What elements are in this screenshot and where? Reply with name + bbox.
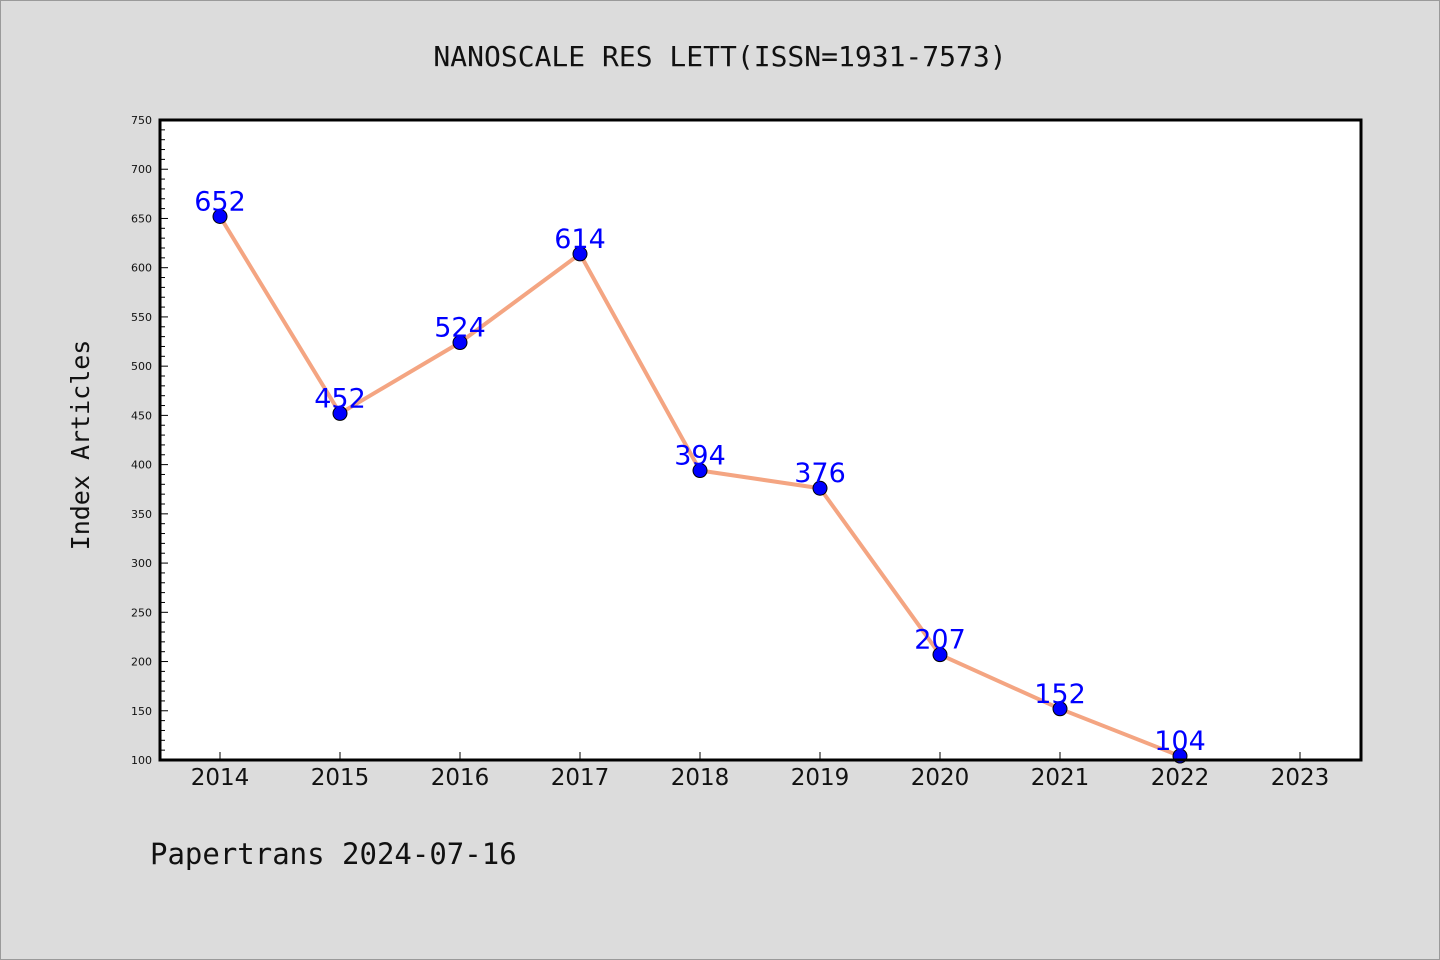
data-label: 394 (674, 441, 726, 472)
data-point (212, 208, 228, 224)
y-tick-label: 600 (131, 262, 152, 275)
data-label: 452 (314, 383, 366, 414)
data-point (1052, 701, 1068, 717)
y-tick-label: 100 (131, 754, 152, 767)
y-tick-label: 650 (131, 212, 152, 225)
data-label: 104 (1154, 726, 1206, 757)
y-tick-label: 350 (131, 508, 152, 521)
data-label: 652 (194, 186, 246, 217)
data-label: 614 (554, 224, 606, 255)
footer-text: Papertrans 2024-07-16 (150, 837, 517, 871)
x-tick-label: 2018 (671, 765, 730, 791)
y-tick-label: 250 (131, 606, 152, 619)
x-tick-label: 2022 (1151, 765, 1210, 791)
data-label: 207 (914, 625, 966, 656)
y-tick-label: 750 (131, 114, 152, 127)
series-markers (212, 208, 1188, 764)
x-tick-label: 2017 (551, 765, 610, 791)
x-tick-label: 2015 (311, 765, 370, 791)
data-point (812, 480, 828, 496)
data-point (692, 463, 708, 479)
x-tick-label: 2021 (1031, 765, 1090, 791)
data-point (332, 405, 348, 421)
data-point (572, 246, 588, 262)
y-tick-label: 300 (131, 557, 152, 570)
data-label: 152 (1034, 679, 1086, 710)
y-tick-label: 450 (131, 409, 152, 422)
data-labels: 652 452 524 614 394 376 207 152 104 (194, 186, 1206, 757)
x-axis: 2014 2015 2016 2017 2018 2019 2020 2021 2022 2023 (191, 752, 1330, 791)
y-axis-label: Index Articles (66, 340, 95, 551)
data-point (932, 647, 948, 663)
plot-area (160, 120, 1361, 760)
y-axis: 100 150 200 250 300 350 400 450 500 550 600 650 700 7… (131, 114, 168, 767)
x-tick-label: 2020 (911, 765, 970, 791)
x-tick-label: 2014 (191, 765, 250, 791)
y-tick-label: 700 (131, 163, 152, 176)
y-tick-label: 200 (131, 656, 152, 669)
x-tick-label: 2019 (791, 765, 850, 791)
y-tick-label: 500 (131, 360, 152, 373)
x-tick-label: 2016 (431, 765, 490, 791)
y-tick-label: 400 (131, 459, 152, 472)
data-point (452, 335, 468, 351)
y-tick-label: 150 (131, 705, 152, 718)
y-tick-label: 550 (131, 311, 152, 324)
x-tick-label: 2023 (1271, 765, 1330, 791)
plot-border (158, 118, 1363, 762)
data-label: 524 (434, 313, 486, 344)
chart-title: NANOSCALE RES LETT(ISSN=1931-7573) (433, 40, 1006, 73)
data-label: 376 (794, 458, 846, 489)
